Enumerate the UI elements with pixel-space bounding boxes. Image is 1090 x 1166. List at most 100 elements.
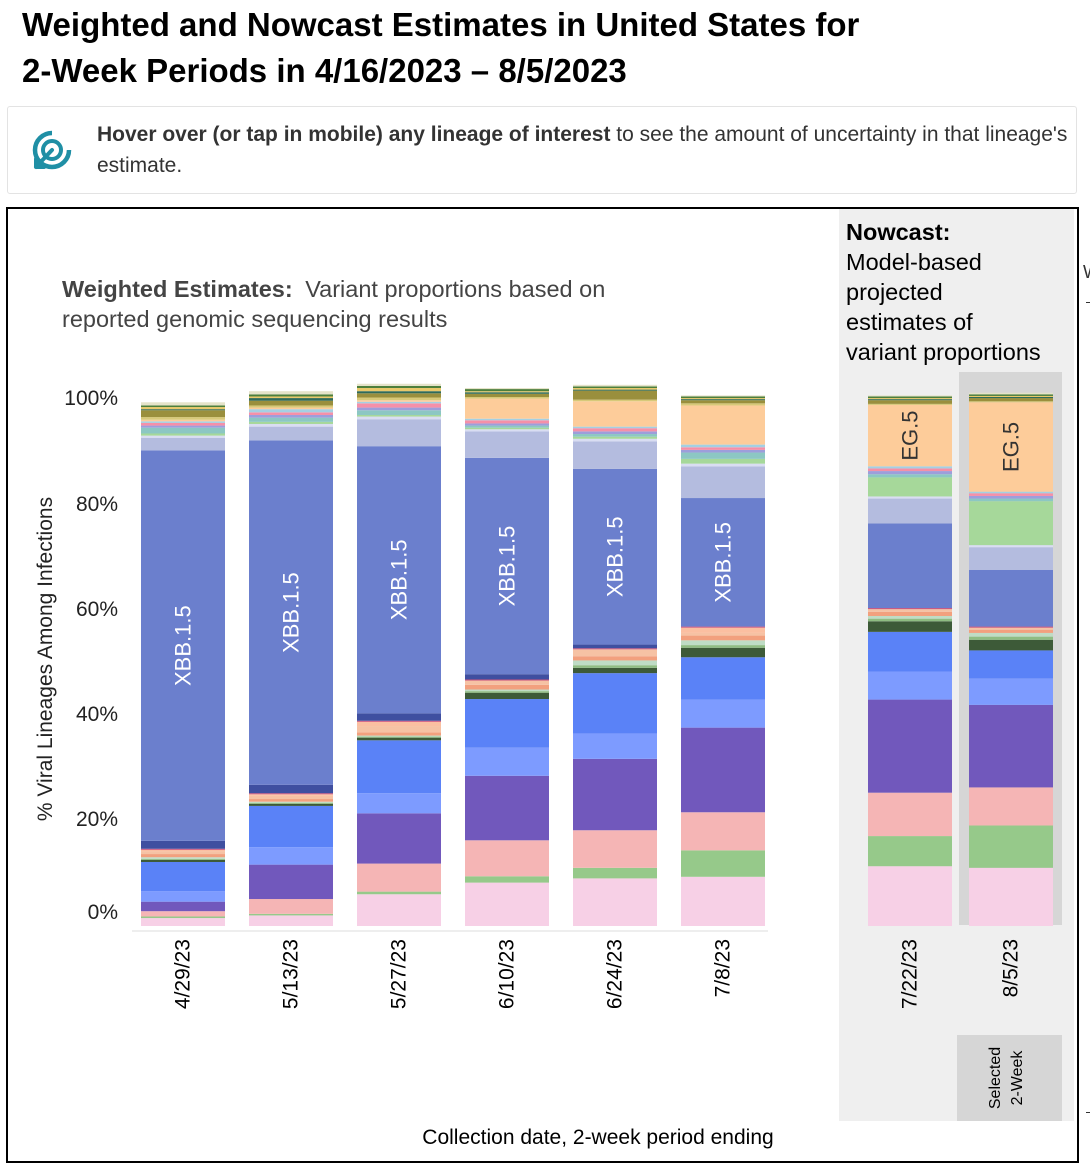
bar-segment-s11[interactable]	[573, 649, 657, 657]
bar-segment-s25[interactable]	[465, 427, 549, 430]
bar-segment-s32[interactable]	[681, 400, 765, 404]
bar-segment-s32[interactable]	[969, 398, 1053, 402]
bar-segment-s24[interactable]	[249, 423, 333, 427]
bar-segment-s3[interactable]	[573, 830, 657, 868]
bar-segment-s34[interactable]	[868, 398, 952, 400]
bar-segment-s20[interactable]	[681, 626, 765, 628]
bar-segment-s36[interactable]	[249, 391, 333, 395]
bar-segment-s12[interactable]	[141, 849, 225, 852]
bar-segment-s4[interactable]	[357, 813, 441, 864]
bar-segment-s31[interactable]	[868, 403, 952, 405]
bar-segment-s34[interactable]	[681, 398, 765, 400]
bar-segment-s36[interactable]	[141, 402, 225, 406]
bar-segment-s9[interactable]	[249, 801, 333, 803]
bar-segment-s9[interactable]	[573, 660, 657, 666]
bar-segment-s29[interactable]	[141, 421, 225, 423]
bar-segment-s24[interactable]	[681, 463, 765, 467]
bar-segment-s9[interactable]	[465, 689, 549, 692]
bar-segment-s4[interactable]	[868, 699, 952, 793]
bar-segment-s28[interactable]	[465, 420, 549, 424]
bar-segment-s25[interactable]	[249, 421, 333, 424]
bar-segment-s33[interactable]	[868, 399, 952, 401]
bar-segment-s2[interactable]	[249, 913, 333, 916]
bar-segment-s1[interactable]	[681, 876, 765, 926]
selected-period-label-box[interactable]	[957, 1035, 1062, 1121]
bar-segment-s4[interactable]	[465, 775, 549, 841]
bar-segment-s8[interactable]	[969, 636, 1053, 640]
bar-segment-s30[interactable]	[249, 407, 333, 410]
bar-segment-s29[interactable]	[573, 426, 657, 429]
bar-segment-s7[interactable]	[141, 859, 225, 862]
bar-segment-s8[interactable]	[249, 802, 333, 804]
bar-segment-s21[interactable]	[573, 644, 657, 649]
bar-segment-s5[interactable]	[357, 793, 441, 814]
bar-segment-s7[interactable]	[681, 647, 765, 658]
bar-segment-s6[interactable]	[868, 631, 952, 672]
bar-segment-s4[interactable]	[249, 864, 333, 900]
bar-segment-s26[interactable]	[681, 452, 765, 459]
bar-segment-s30[interactable]	[681, 405, 765, 445]
bar-segment-s25[interactable]	[357, 414, 441, 417]
bar-segment-s27[interactable]	[141, 425, 225, 428]
bar-segment-s3[interactable]	[969, 787, 1053, 826]
bar-segment-s5[interactable]	[141, 891, 225, 902]
bar-segment-s27[interactable]	[969, 495, 1053, 499]
bar-segment-s21[interactable]	[357, 713, 441, 721]
bar-segment-s2[interactable]	[573, 867, 657, 879]
bar-segment-s25[interactable]	[141, 433, 225, 436]
bar-segment-s27[interactable]	[868, 471, 952, 475]
bar-segment-s9[interactable]	[868, 616, 952, 619]
bar-segment-s8[interactable]	[868, 618, 952, 622]
bar-segment-s20[interactable]	[249, 793, 333, 795]
bar-segment-s33[interactable]	[681, 399, 765, 401]
bar-segment-s29[interactable]	[357, 401, 441, 404]
bar-segment-s6[interactable]	[681, 657, 765, 700]
bar-segment-s9[interactable]	[141, 857, 225, 859]
bar-segment-s33[interactable]	[465, 392, 549, 394]
bar-segment-s34[interactable]	[969, 395, 1053, 397]
bar-segment-s35[interactable]	[249, 394, 333, 397]
bar-segment-s26[interactable]	[357, 410, 441, 415]
bar-stack-6-24-23[interactable]: XBB.1.5	[573, 384, 657, 926]
bar-segment-s24[interactable]	[969, 545, 1053, 548]
bar-segment-s29[interactable]	[465, 418, 549, 421]
bar-segment-s10[interactable]	[681, 635, 765, 641]
bar-segment-s31[interactable]	[357, 397, 441, 401]
bar-segment-s34[interactable]	[249, 396, 333, 399]
bar-segment-s30[interactable]	[573, 401, 657, 427]
bar-segment-s28[interactable]	[141, 422, 225, 426]
bar-segment-s9[interactable]	[681, 640, 765, 646]
bar-segment-s26[interactable]	[249, 417, 333, 422]
bar-segment-s28[interactable]	[969, 493, 1053, 496]
bar-segment-s29[interactable]	[681, 444, 765, 448]
bar-segment-s8[interactable]	[681, 645, 765, 648]
bar-segment-s12[interactable]	[249, 794, 333, 796]
bar-segment-s29[interactable]	[249, 409, 333, 413]
bar-segment-s10[interactable]	[573, 656, 657, 661]
bar-segment-s35[interactable]	[141, 405, 225, 408]
bar-segment-s30[interactable]	[868, 404, 952, 467]
bar-segment-s23[interactable]	[868, 498, 952, 524]
bar-segment-s5[interactable]	[969, 678, 1053, 705]
bar-segment-s5[interactable]	[868, 671, 952, 700]
bar-segment-s2[interactable]	[969, 825, 1053, 868]
bar-segment-s35[interactable]	[969, 394, 1053, 396]
bar-segment-s27[interactable]	[465, 423, 549, 426]
bar-segment-s32[interactable]	[357, 393, 441, 398]
bar-segment-s20[interactable]	[141, 848, 225, 850]
bar-segment-s7[interactable]	[868, 621, 952, 632]
bar-segment-s6[interactable]	[141, 861, 225, 892]
bar-segment-s35[interactable]	[868, 396, 952, 399]
bar-segment-s25[interactable]	[573, 436, 657, 439]
bar-segment-s31[interactable]	[969, 401, 1053, 403]
bar-segment-s29[interactable]	[868, 466, 952, 469]
bar-segment-s31[interactable]	[681, 403, 765, 406]
bar-segment-s32[interactable]	[868, 400, 952, 404]
bar-segment-s30[interactable]	[141, 419, 225, 422]
bar-segment-s1[interactable]	[141, 918, 225, 926]
bar-segment-s11[interactable]	[868, 609, 952, 612]
bar-segment-s31[interactable]	[249, 405, 333, 408]
bar-segment-s23[interactable]	[249, 426, 333, 441]
bar-segment-s31[interactable]	[141, 417, 225, 420]
bar-stack-5-27-23[interactable]: XBB.1.5	[357, 383, 441, 926]
